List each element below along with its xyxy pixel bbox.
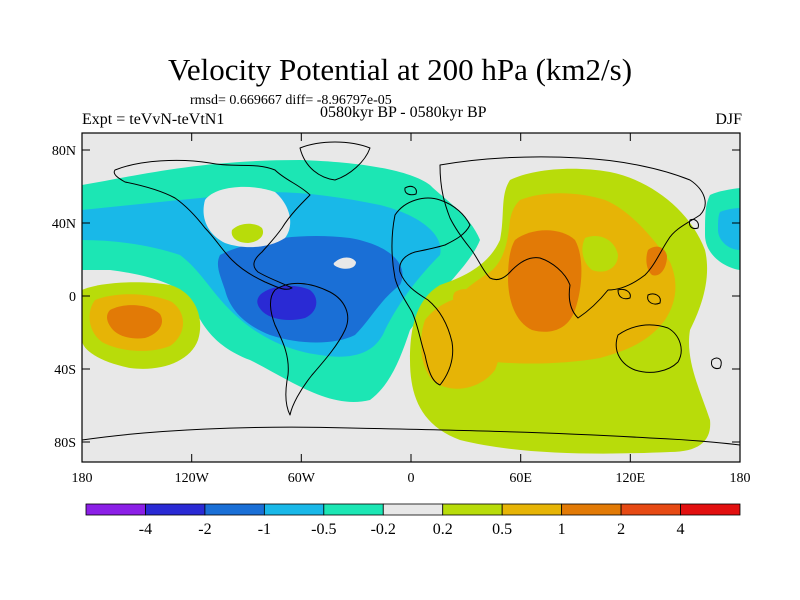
- colorbar-label: 1: [558, 521, 566, 538]
- chart-title: Velocity Potential at 200 hPa (km2/s): [167, 52, 633, 87]
- stats-label: rmsd= 0.669667 diff= -8.96797e-05: [190, 93, 392, 108]
- colorbar-swatch: [323, 503, 384, 516]
- contour-neg-1: [217, 235, 403, 343]
- colorbar-label: -0.2: [371, 521, 396, 538]
- lon-tick-label: 0: [408, 471, 415, 486]
- contour-pos-1-b: [646, 246, 667, 276]
- colorbar-label: -0.5: [311, 521, 336, 538]
- contour-neutral-sa: [333, 257, 356, 269]
- lon-tick-label: 60E: [509, 471, 532, 486]
- colorbar-label: 0.2: [433, 521, 453, 538]
- contour-neutral-sea: [582, 235, 618, 272]
- lon-tick-label: 60W: [288, 471, 316, 486]
- tick-marks: [81, 133, 741, 462]
- contour-pos-pac-1: [107, 305, 163, 339]
- velocity-potential-field: [82, 133, 740, 462]
- lat-tick-label: 0: [69, 290, 76, 305]
- colorbar-label: 2: [617, 521, 625, 538]
- colorbar-labels: -4 -2 -1 -0.5 -0.2 0.2 0.5 1 2 4: [139, 521, 685, 538]
- colorbar-label: 0.5: [492, 521, 512, 538]
- colorbar-label: -1: [258, 521, 271, 538]
- experiment-label: Expt = teVvN-teVtN1: [82, 111, 225, 128]
- lon-tick-label: 120E: [616, 471, 646, 486]
- contour-pos-na: [231, 223, 264, 243]
- colorbar-swatch: [85, 503, 146, 516]
- season-label: DJF: [715, 111, 742, 128]
- period-label: 0580kyr BP - 0580kyr BP: [320, 104, 487, 121]
- contour-pos-05-b: [420, 296, 502, 389]
- colorbar-swatch: [501, 503, 563, 516]
- colorbar-label: 4: [677, 521, 685, 538]
- lat-tick-label: 40N: [52, 217, 76, 232]
- lat-tick-label: 80N: [52, 144, 76, 159]
- lat-tick-label: 40S: [54, 363, 76, 378]
- lon-tick-label: 120W: [175, 471, 210, 486]
- colorbar-swatch: [680, 503, 741, 516]
- lat-tick-label: 80S: [54, 436, 76, 451]
- contour-pos-1-c: [453, 289, 478, 308]
- coastlines: [82, 141, 740, 446]
- lon-tick-label: 180: [730, 471, 751, 486]
- colorbar-swatch: [145, 503, 206, 516]
- contour-pos-1: [508, 230, 582, 332]
- colorbar-swatch: [204, 503, 265, 516]
- colorbar-swatch: [561, 503, 622, 516]
- lon-tick-label: 180: [72, 471, 93, 486]
- contour-neutral-na: [203, 186, 291, 248]
- colorbar: [85, 503, 741, 516]
- colorbar-label: -2: [198, 521, 211, 538]
- colorbar-swatch: [620, 503, 681, 516]
- colorbar-swatch: [442, 503, 503, 516]
- colorbar-swatch: [263, 503, 325, 516]
- colorbar-label: -4: [139, 521, 152, 538]
- colorbar-swatch: [382, 503, 444, 516]
- contour-neg-05-right: [718, 208, 740, 250]
